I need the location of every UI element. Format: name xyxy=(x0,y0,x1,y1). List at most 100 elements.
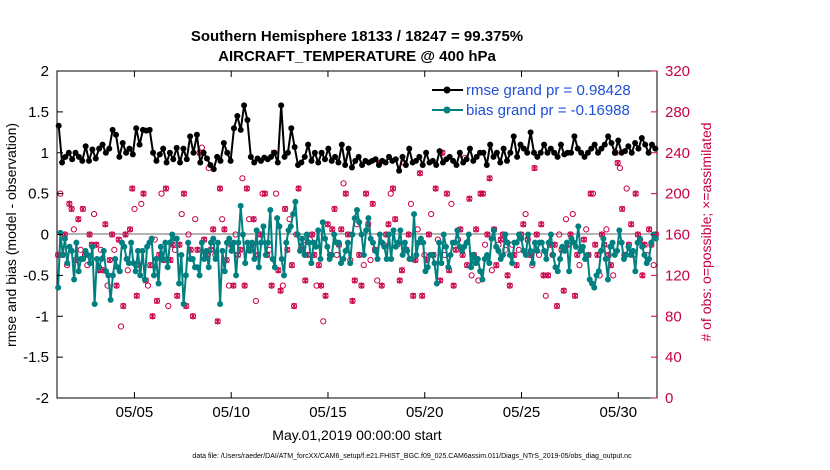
bias-point xyxy=(506,251,513,258)
bias-point xyxy=(150,272,157,279)
rmse-point xyxy=(102,149,109,156)
rmse-point xyxy=(527,129,534,136)
obs-assimilated-marker xyxy=(120,302,127,310)
data-file-footnote: data file: /Users/raeder/DAI/ATM_forcXX/… xyxy=(192,453,632,460)
obs-assimilated-marker xyxy=(329,226,336,233)
y-right-tick-label: 320 xyxy=(665,63,690,80)
rmse-point xyxy=(557,141,564,148)
obs-possible-marker xyxy=(448,200,455,207)
rmse-point xyxy=(177,159,184,166)
bias-point xyxy=(554,268,561,275)
bias-point xyxy=(68,247,75,254)
obs-assimilated-marker xyxy=(416,170,424,177)
obs-assimilated-marker xyxy=(322,292,329,299)
bias-point xyxy=(296,247,303,254)
obs-possible-marker xyxy=(650,262,657,269)
bias-point xyxy=(604,276,611,283)
obs-possible-marker xyxy=(488,267,495,274)
rmse-point xyxy=(574,145,581,152)
bias-point xyxy=(399,251,406,258)
rmse-point xyxy=(551,149,558,156)
y-left-tick-label: 2 xyxy=(41,63,49,80)
obs-possible-marker xyxy=(90,210,98,218)
rmse-series xyxy=(55,102,659,174)
obs-assimilated-marker xyxy=(180,190,188,197)
bias-point xyxy=(301,251,308,258)
bias-point xyxy=(137,272,144,279)
rmse-point xyxy=(504,157,510,164)
obs-assimilated-marker xyxy=(106,256,113,264)
rmse-point xyxy=(456,149,463,156)
rmse-point xyxy=(298,159,305,166)
obs-assimilated-marker xyxy=(302,277,309,284)
bias-point xyxy=(176,280,183,287)
bias-point xyxy=(226,235,233,242)
obs-assimilated-marker xyxy=(122,231,129,238)
rmse-point xyxy=(278,102,285,109)
rmse-point xyxy=(305,141,312,148)
obs-assimilated-marker xyxy=(288,262,295,269)
obs-assimilated-marker xyxy=(410,292,417,299)
obs-possible-marker xyxy=(374,277,381,284)
obs-assimilated-marker xyxy=(174,292,181,299)
bias-point xyxy=(87,260,94,267)
bias-point xyxy=(212,256,219,263)
rmse-point xyxy=(348,164,355,171)
obs-assimilated-marker xyxy=(243,185,250,192)
x-axis-label: May.01,2019 00:00:00 start xyxy=(272,427,442,443)
rmse-point xyxy=(507,149,514,156)
bias-point xyxy=(100,247,107,254)
rmse-point xyxy=(166,149,173,156)
bias-series xyxy=(55,198,659,307)
obs-possible-marker xyxy=(117,323,125,330)
bias-point xyxy=(214,239,221,246)
bias-point xyxy=(189,256,196,263)
rmse-point xyxy=(470,157,477,164)
x-tick-label: 05/10 xyxy=(212,404,250,421)
bias-point xyxy=(132,268,139,275)
rmse-point xyxy=(116,153,123,160)
rmse-point xyxy=(204,155,210,162)
obs-possible-marker xyxy=(138,200,145,207)
obs-assimilated-marker xyxy=(419,292,426,299)
rmse-point xyxy=(416,153,423,160)
rmse-point xyxy=(605,133,612,140)
bias-point xyxy=(125,260,132,267)
obs-assimilated-marker xyxy=(75,216,82,223)
bias-point xyxy=(276,223,283,230)
y-left-tick-label: 0.5 xyxy=(28,186,49,203)
rmse-point xyxy=(79,157,86,164)
bias-point xyxy=(153,256,160,263)
bias-point xyxy=(255,264,262,271)
obs-possible-marker xyxy=(192,216,199,223)
rmse-point xyxy=(578,149,585,156)
bias-point xyxy=(522,251,529,258)
obs-possible-marker xyxy=(185,231,192,238)
rmse-point xyxy=(355,153,362,160)
rmse-point xyxy=(82,143,89,150)
bias-point xyxy=(173,235,180,242)
y-axis-left-label: rmse and bias (model - observation) xyxy=(3,123,19,347)
obs-possible-marker xyxy=(225,282,233,289)
rmse-point xyxy=(638,135,645,142)
obs-assimilated-marker xyxy=(79,205,86,213)
rmse-point xyxy=(163,159,170,166)
bias-point xyxy=(178,251,185,258)
bias-point xyxy=(424,264,431,271)
rmse-point xyxy=(173,144,180,151)
bias-point xyxy=(107,296,114,303)
bias-point xyxy=(550,251,557,258)
obs-assimilated-marker xyxy=(443,190,450,197)
obs-assimilated-marker xyxy=(493,262,500,269)
bias-point xyxy=(349,231,356,238)
obs-assimilated-marker xyxy=(331,205,338,213)
rmse-point xyxy=(126,145,133,152)
bias-point xyxy=(545,239,552,246)
bias-point xyxy=(75,268,82,275)
obs-assimilated-marker xyxy=(484,231,491,238)
rmse-point xyxy=(335,159,342,166)
bias-point xyxy=(347,260,354,267)
bias-point xyxy=(217,300,224,307)
rmse-point xyxy=(345,145,352,152)
obs-assimilated-marker xyxy=(369,200,376,207)
